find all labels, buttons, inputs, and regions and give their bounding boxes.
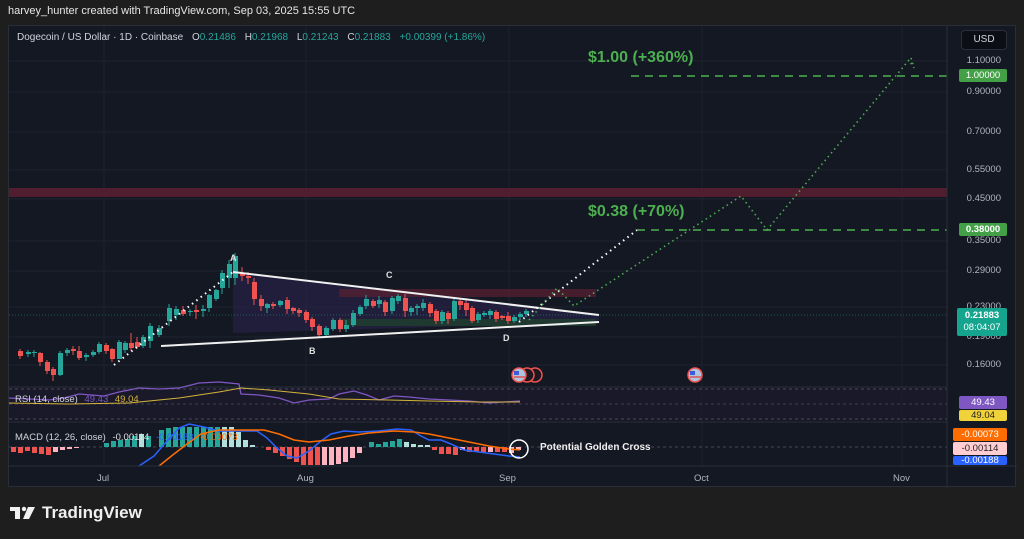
high-value: 0.21968 [251, 32, 289, 43]
target-mid-badge: 0.38000 [959, 223, 1007, 236]
us-event-icons[interactable] [511, 367, 703, 383]
price-tick: 0.35000 [966, 235, 1001, 246]
rsi-badge: 49.43 [959, 396, 1007, 409]
point-d-label: D [503, 333, 510, 343]
chart-panel[interactable]: Dogecoin / US Dollar · 1D · Coinbase O0.… [8, 25, 1017, 488]
demand-zone [339, 319, 596, 326]
time-tick-oct: Oct [694, 473, 709, 484]
macd-line-badge: -0.00188 [953, 456, 1007, 465]
change-value: +0.00399 (+1.86%) [399, 32, 486, 43]
currency-button[interactable]: USD [961, 30, 1007, 50]
triangle-upper-line [232, 271, 600, 316]
rsi-ma-badge: 49.04 [959, 410, 1007, 421]
price-tick: 1.10000 [966, 55, 1001, 66]
rally-projection-past [113, 271, 234, 366]
tradingview-logo[interactable]: TradingView [10, 503, 142, 523]
bar-countdown: 08:04:07 [963, 322, 1001, 333]
point-c-label: C [386, 270, 393, 280]
target-high-label: $1.00 (+360%) [588, 49, 694, 66]
target-high-badge: 1.00000 [959, 69, 1007, 82]
rsi-line [9, 381, 521, 404]
symbol-name[interactable]: Dogecoin / US Dollar · 1D · Coinbase [17, 32, 184, 43]
macd-signal-badge: -0.00073 [953, 428, 1007, 441]
golden-cross-marker [509, 439, 529, 459]
point-b-label: B [309, 346, 316, 356]
golden-cross-label: Potential Golden Cross [540, 442, 651, 453]
time-tick-sep: Sep [499, 473, 516, 484]
rsi-legend[interactable]: RSI (14, close) 49.43 49.04 [15, 394, 139, 405]
macd-line [138, 423, 521, 467]
last-price: 0.21883 [964, 310, 1000, 321]
price-tick: 0.70000 [966, 126, 1001, 137]
time-tick-jul: Jul [97, 473, 110, 484]
tradingview-logo-icon [10, 506, 35, 519]
resistance-zone [9, 188, 947, 197]
close-value: 0.21883 [354, 32, 391, 43]
time-tick-aug: Aug [297, 473, 314, 484]
point-a-label: A [230, 253, 237, 263]
price-tick: 0.45000 [966, 193, 1001, 204]
macd-hist-badge: -0.00114 [953, 442, 1007, 455]
chart-canvas[interactable] [9, 26, 1017, 488]
time-tick-nov: Nov [893, 473, 910, 484]
target-mid-label: $0.38 (+70%) [588, 203, 685, 220]
price-tick: 0.55000 [966, 164, 1001, 175]
triangle-lower-line [160, 321, 600, 347]
rally-projection-white [518, 229, 638, 323]
rsi-ma-line [9, 387, 520, 405]
brand-name: TradingView [42, 503, 142, 522]
chart-caption: harvey_hunter created with TradingView.c… [8, 5, 356, 17]
macd-legend[interactable]: MACD (12, 26, close) -0.00114 -0.00188 -… [15, 432, 238, 443]
price-tick: 0.19000 [966, 331, 1001, 342]
last-price-badge: 0.21883 08:04:07 [957, 308, 1007, 336]
macd-signal-line [158, 429, 521, 467]
price-tick: 0.23000 [966, 301, 1001, 312]
low-value: 0.21243 [302, 32, 339, 43]
price-tick: 0.90000 [966, 86, 1001, 97]
symbol-legend[interactable]: Dogecoin / US Dollar · 1D · Coinbase O0.… [17, 32, 486, 43]
price-tick: 0.29000 [966, 265, 1001, 276]
supply-zone [339, 289, 596, 297]
open-value: 0.21486 [199, 32, 236, 43]
price-tick: 0.16000 [966, 359, 1001, 370]
candles [18, 253, 529, 381]
